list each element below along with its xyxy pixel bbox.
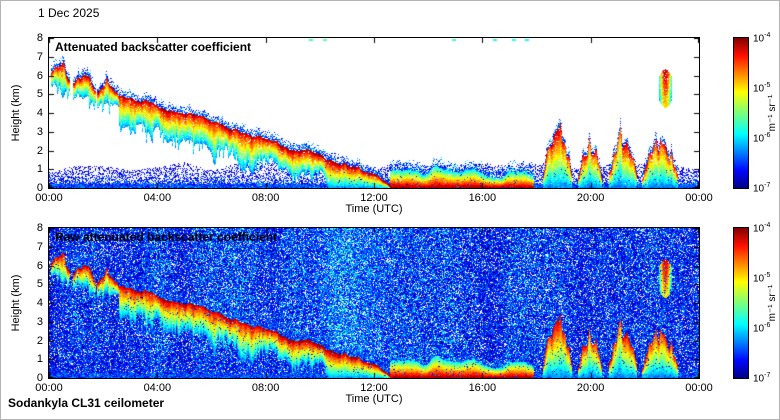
tick-exponent: -7 xyxy=(764,372,771,379)
panel-raw-backscatter: Raw attenuated backscatter coefficient xyxy=(48,227,700,379)
x-tick-label: 12:00 xyxy=(360,192,388,204)
y-tick-label: 7 xyxy=(36,50,43,63)
y-tick-label: 1 xyxy=(36,353,43,366)
colorbar-tick-1e-5: 10-5 xyxy=(753,272,770,284)
instrument-label: Sodankyla CL31 ceilometer xyxy=(8,396,165,410)
tick-exponent: -5 xyxy=(764,272,771,279)
x-tick-label: 00:00 xyxy=(685,382,713,394)
colorbar-unit-label-top: m⁻¹ sr⁻¹ xyxy=(767,94,778,132)
y-tick-label: 3 xyxy=(36,315,43,328)
x-tick-label: 12:00 xyxy=(360,382,388,394)
y-tick-label: 6 xyxy=(36,69,43,82)
y-tick-label: 2 xyxy=(36,144,43,157)
colorbar-tick-1e-7: 10-7 xyxy=(753,182,770,194)
y-tick-label: 0 xyxy=(36,182,43,194)
tick-base: 10 xyxy=(753,83,765,95)
x-tick-label: 00:00 xyxy=(35,382,63,394)
heatmap-raw-backscatter xyxy=(49,228,699,378)
tick-exponent: -7 xyxy=(764,182,771,189)
y-tick-label: 8 xyxy=(36,32,43,44)
x-tick-label: 16:00 xyxy=(468,192,497,204)
tick-base: 10 xyxy=(753,133,765,145)
tick-base: 10 xyxy=(753,183,765,195)
panel-title-attenuated: Attenuated backscatter coefficient xyxy=(55,40,252,54)
y-tick-label: 3 xyxy=(36,125,43,138)
x-tick-label: 00:00 xyxy=(35,192,63,204)
date-label: 1 Dec 2025 xyxy=(38,6,100,20)
heatmap-attenuated-backscatter xyxy=(49,38,699,188)
x-tick-label: 20:00 xyxy=(576,382,605,394)
x-tick-label: 08:00 xyxy=(251,382,280,394)
x-tick-label: 00:00 xyxy=(685,192,713,204)
x-tick-label: 16:00 xyxy=(468,382,497,394)
x-axis-label-bottom: Time (UTC) xyxy=(345,393,403,405)
y-tick-label: 7 xyxy=(36,240,43,253)
colorbar-top: 10-4 10-5 10-6 10-7 m⁻¹ sr⁻¹ xyxy=(733,32,780,194)
colorbar-unit-label-bottom: m⁻¹ sr⁻¹ xyxy=(767,284,778,322)
colorbar-gradient-top xyxy=(733,37,749,189)
y-tick-label: 5 xyxy=(36,278,43,291)
tick-base: 10 xyxy=(753,223,765,235)
tick-exponent: -6 xyxy=(764,322,771,329)
colorbar-gradient-bottom xyxy=(733,227,749,379)
colorbar-tick-1e-5: 10-5 xyxy=(753,82,770,94)
y-tick-label: 0 xyxy=(36,372,43,384)
colorbar-tick-1e-6: 10-6 xyxy=(753,322,770,334)
x-axis-label-top: Time (UTC) xyxy=(345,203,403,215)
x-tick-label: 04:00 xyxy=(143,382,172,394)
y-axis-label-top: Height (km) xyxy=(10,84,22,142)
tick-exponent: -5 xyxy=(764,82,771,89)
tick-exponent: -6 xyxy=(764,132,771,139)
x-tick-label: 08:00 xyxy=(251,192,280,204)
x-tick-label: 04:00 xyxy=(143,192,172,204)
y-tick-label: 4 xyxy=(36,107,43,119)
y-tick-label: 5 xyxy=(36,88,43,101)
y-tick-label: 8 xyxy=(36,222,43,234)
colorbar-tick-1e-4: 10-4 xyxy=(753,222,770,234)
tick-exponent: -4 xyxy=(764,32,771,39)
y-tick-label: 2 xyxy=(36,334,43,347)
colorbar-bottom: 10-4 10-5 10-6 10-7 m⁻¹ sr⁻¹ xyxy=(733,222,780,384)
colorbar-tick-1e-7: 10-7 xyxy=(753,372,770,384)
tick-base: 10 xyxy=(753,373,765,385)
tick-base: 10 xyxy=(753,33,765,45)
tick-exponent: -4 xyxy=(764,222,771,229)
tick-base: 10 xyxy=(753,323,765,335)
y-tick-label: 1 xyxy=(36,163,43,176)
y-tick-label: 6 xyxy=(36,259,43,272)
colorbar-tick-1e-6: 10-6 xyxy=(753,132,770,144)
x-tick-label: 20:00 xyxy=(576,192,605,204)
panel-attenuated-backscatter: Attenuated backscatter coefficient xyxy=(48,37,700,189)
colorbar-tick-1e-4: 10-4 xyxy=(753,32,770,44)
y-tick-label: 4 xyxy=(36,297,43,309)
y-axis-label-bottom: Height (km) xyxy=(10,274,22,332)
panel-title-raw: Raw attenuated backscatter coefficient xyxy=(55,230,278,244)
tick-base: 10 xyxy=(753,273,765,285)
